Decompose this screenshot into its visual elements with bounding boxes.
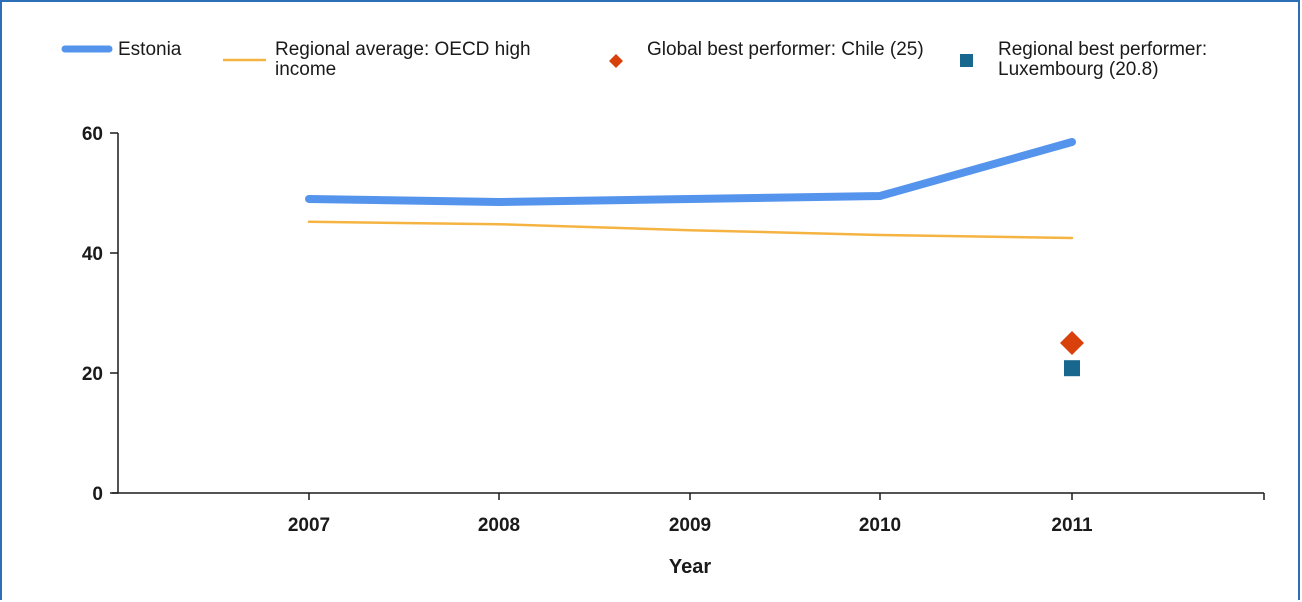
- x-tick-label-2011: 2011: [1051, 515, 1093, 536]
- x-tick-label-2008: 2008: [478, 515, 520, 536]
- legend-label-estonia: Estonia: [118, 39, 182, 60]
- y-tick-label-60: 60: [82, 124, 103, 145]
- legend: [61, 45, 973, 68]
- x-tick-label-2010: 2010: [859, 515, 901, 536]
- x-tick-label-2007: 2007: [288, 515, 330, 536]
- marker-regional-best: [1064, 360, 1080, 377]
- x-tick-label-2009: 2009: [669, 515, 711, 536]
- legend-swatch-global-best-diamond: [609, 54, 623, 68]
- y-tick-label-40: 40: [82, 244, 103, 265]
- series-line-estonia: [305, 138, 1076, 206]
- series-line-regional-average: [307, 220, 1074, 240]
- legend-label-regional-best: Regional best performer: Luxembourg (20.…: [998, 39, 1208, 80]
- x-axis-title: Year: [669, 556, 711, 578]
- legend-label-global-best: Global best performer: Chile (25): [647, 39, 924, 60]
- y-tick-label-0: 0: [92, 484, 103, 505]
- y-tick-label-20: 20: [82, 364, 103, 385]
- marker-global-best: [1060, 331, 1084, 355]
- legend-label-regional-average: Regional average: OECD high income: [275, 39, 531, 80]
- legend-swatch-regional-best-square: [960, 54, 973, 67]
